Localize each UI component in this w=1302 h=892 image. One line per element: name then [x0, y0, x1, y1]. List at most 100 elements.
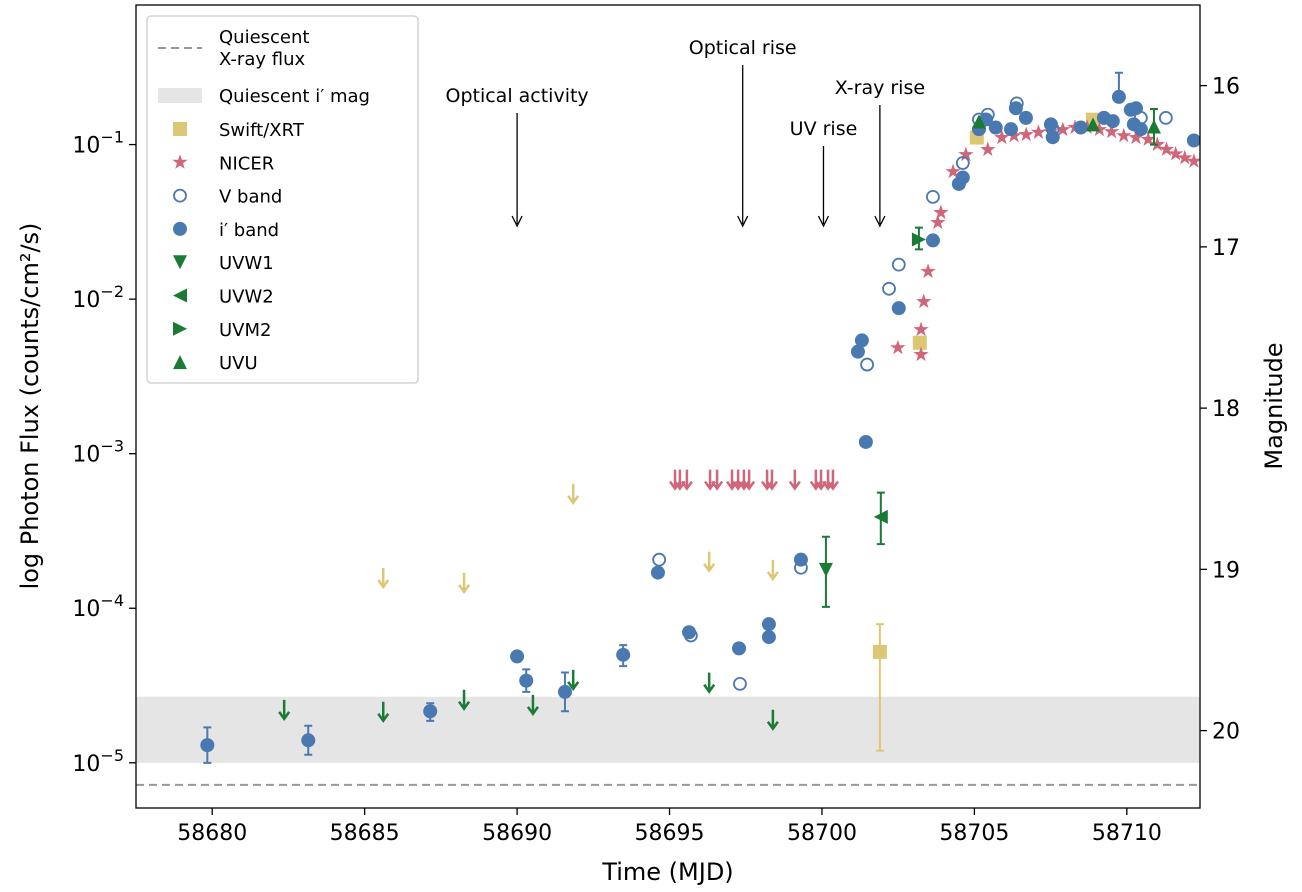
legend-label: UVU	[219, 353, 258, 374]
point	[1073, 120, 1088, 135]
point	[173, 221, 187, 236]
point	[1030, 124, 1047, 139]
point	[920, 263, 936, 278]
point	[1158, 141, 1175, 156]
annotation: Optical activity	[445, 85, 588, 107]
x-tick-label: 58695	[635, 821, 705, 846]
point	[1128, 101, 1143, 116]
annotation-arrowhead	[874, 215, 886, 228]
y2-axis-label: Magnitude	[1260, 342, 1288, 469]
upper-limit	[377, 701, 390, 723]
point	[510, 649, 525, 664]
upper-limit	[377, 567, 390, 590]
quiescent-band	[136, 696, 1200, 763]
legend-box	[146, 15, 419, 384]
point	[890, 339, 906, 355]
x-axis-label: Time (MJD)	[601, 858, 733, 886]
annotation: UV rise	[790, 118, 858, 140]
y-tick-label: 10−2	[72, 282, 124, 313]
upper-limit	[822, 469, 835, 491]
y-axis-label: log Photon Flux (counts/cm²/s)	[16, 223, 44, 590]
annotation-arrowhead	[817, 215, 830, 228]
x-tick-label: 58690	[482, 821, 552, 846]
point	[945, 163, 961, 179]
point	[912, 335, 927, 350]
point	[930, 214, 946, 230]
upper-limit	[668, 469, 682, 491]
point	[423, 704, 438, 719]
y-tick-label: 10−1	[72, 128, 124, 159]
upper-limit	[680, 469, 693, 491]
point	[1168, 145, 1184, 161]
point	[1186, 153, 1200, 168]
point	[926, 189, 940, 204]
point	[761, 630, 776, 645]
annotation-arrowhead	[737, 215, 749, 228]
point	[301, 733, 316, 748]
x-tick-label: 58705	[939, 821, 1009, 846]
y2-tick-label: 16	[1212, 75, 1240, 100]
x-tick-label: 58700	[787, 821, 857, 846]
point	[1043, 117, 1058, 132]
point	[173, 188, 187, 203]
y2-tick-label: 19	[1212, 558, 1240, 583]
legend-label: Quiescent i′ mag	[219, 86, 370, 107]
point	[173, 288, 187, 303]
point	[1186, 133, 1200, 148]
y-tick-label: 10−5	[72, 746, 124, 777]
point	[1103, 123, 1120, 139]
point	[557, 684, 572, 699]
point	[1018, 126, 1034, 142]
point	[650, 565, 665, 580]
legend-label: Quiescent	[219, 27, 309, 48]
point	[913, 346, 929, 362]
point	[850, 344, 865, 359]
point	[958, 146, 974, 162]
point	[173, 122, 187, 136]
point	[172, 154, 188, 169]
point	[1003, 122, 1018, 137]
point	[911, 232, 926, 247]
point	[616, 647, 631, 662]
upper-limit	[826, 469, 839, 491]
x-tick-label: 58685	[330, 821, 400, 846]
point	[955, 156, 970, 170]
annotation: Optical rise	[689, 37, 797, 59]
legend-label: Swift/XRT	[219, 120, 305, 141]
point	[872, 644, 887, 659]
legend-label: UVW2	[219, 287, 274, 308]
upper-limit	[761, 469, 774, 491]
point	[971, 114, 986, 129]
upper-limit	[567, 669, 580, 692]
upper-limit	[703, 551, 716, 573]
y2-tick-label: 17	[1212, 236, 1240, 261]
point	[733, 676, 747, 691]
point	[913, 321, 929, 337]
upper-limit	[278, 699, 291, 722]
point	[891, 301, 906, 316]
point	[980, 141, 996, 157]
point	[1055, 121, 1071, 137]
upper-limit	[743, 469, 756, 491]
point	[173, 321, 187, 336]
legend-label: V band	[219, 187, 282, 208]
legend-label: UVW1	[219, 253, 274, 274]
point	[1105, 114, 1120, 129]
point	[1111, 89, 1126, 104]
point	[1008, 101, 1023, 116]
point	[732, 641, 747, 656]
annotation: X-ray rise	[835, 77, 925, 99]
point	[793, 552, 808, 567]
point	[1128, 129, 1144, 145]
upper-limit	[703, 672, 716, 694]
point	[682, 625, 697, 640]
y2-tick-label: 18	[1212, 397, 1240, 422]
upper-limit	[766, 559, 779, 582]
plot-area	[136, 71, 1200, 786]
point	[1045, 130, 1060, 145]
point	[873, 509, 888, 524]
point	[882, 281, 896, 296]
legend-label: NICER	[219, 153, 274, 174]
